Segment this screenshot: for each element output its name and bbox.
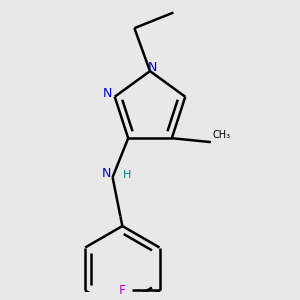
Text: H: H: [123, 170, 132, 180]
Text: CH₃: CH₃: [213, 130, 231, 140]
Text: N: N: [147, 61, 157, 74]
Text: F: F: [119, 284, 126, 297]
Text: N: N: [103, 87, 112, 100]
Text: N: N: [102, 167, 111, 180]
